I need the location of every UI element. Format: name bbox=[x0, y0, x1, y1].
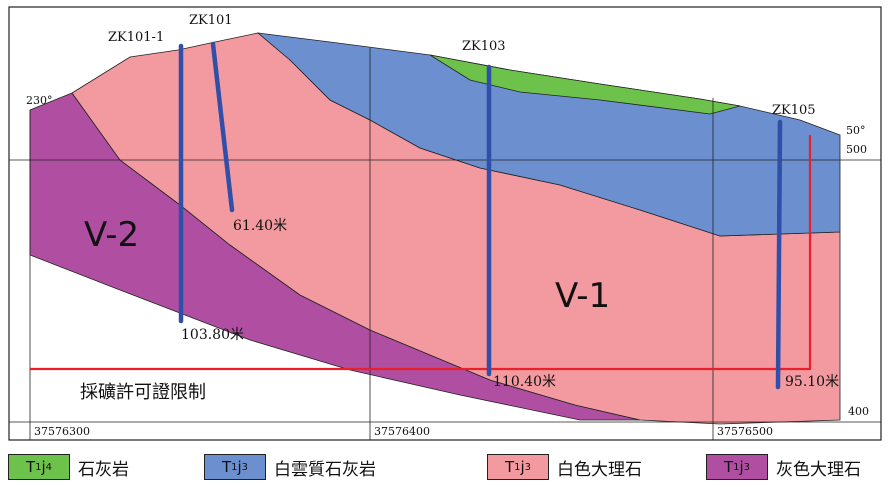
legend-label-dolomitic-limestone: 白雲質石灰岩 bbox=[274, 459, 376, 480]
elevation-400-label: 400 bbox=[848, 405, 869, 418]
azimuth-right: 50° bbox=[846, 124, 866, 137]
depth-label-zk105: 95.10米 bbox=[785, 374, 839, 390]
orebody-label-v1: V-1 bbox=[555, 276, 610, 316]
borehole-label-zk101-1: ZK101-1 bbox=[108, 30, 164, 45]
section-frame bbox=[8, 6, 882, 441]
permit-boundary-line bbox=[30, 135, 812, 371]
borehole-label-zk103: ZK103 bbox=[462, 39, 506, 54]
coordinate-label-1: 37576300 bbox=[34, 425, 90, 438]
borehole-label-zk105: ZK105 bbox=[772, 103, 816, 118]
borehole-zk105 bbox=[775, 119, 783, 390]
borehole-zk101 bbox=[210, 41, 235, 213]
legend-label-grey-marble: 灰色大理石 bbox=[776, 459, 861, 480]
depth-label-zk101: 61.40米 bbox=[233, 218, 287, 234]
depth-label-zk101-1: 103.80米 bbox=[181, 327, 244, 343]
azimuth-left: 230° bbox=[26, 94, 53, 107]
coordinate-label-2: 37576400 bbox=[374, 425, 430, 438]
limestone-layer bbox=[429, 54, 741, 115]
depth-label-zk103: 110.40米 bbox=[493, 374, 556, 390]
elevation-500-label: 500 bbox=[846, 143, 867, 156]
legend-label-limestone: 石灰岩 bbox=[78, 459, 129, 480]
legend-label-white-marble: 白色大理石 bbox=[557, 459, 642, 480]
orebody-label-v2: V-2 bbox=[84, 215, 139, 255]
permit-label: 採礦許可證限制 bbox=[80, 382, 206, 403]
coordinate-label-3: 37576500 bbox=[717, 425, 773, 438]
borehole-label-zk101: ZK101 bbox=[189, 13, 233, 28]
